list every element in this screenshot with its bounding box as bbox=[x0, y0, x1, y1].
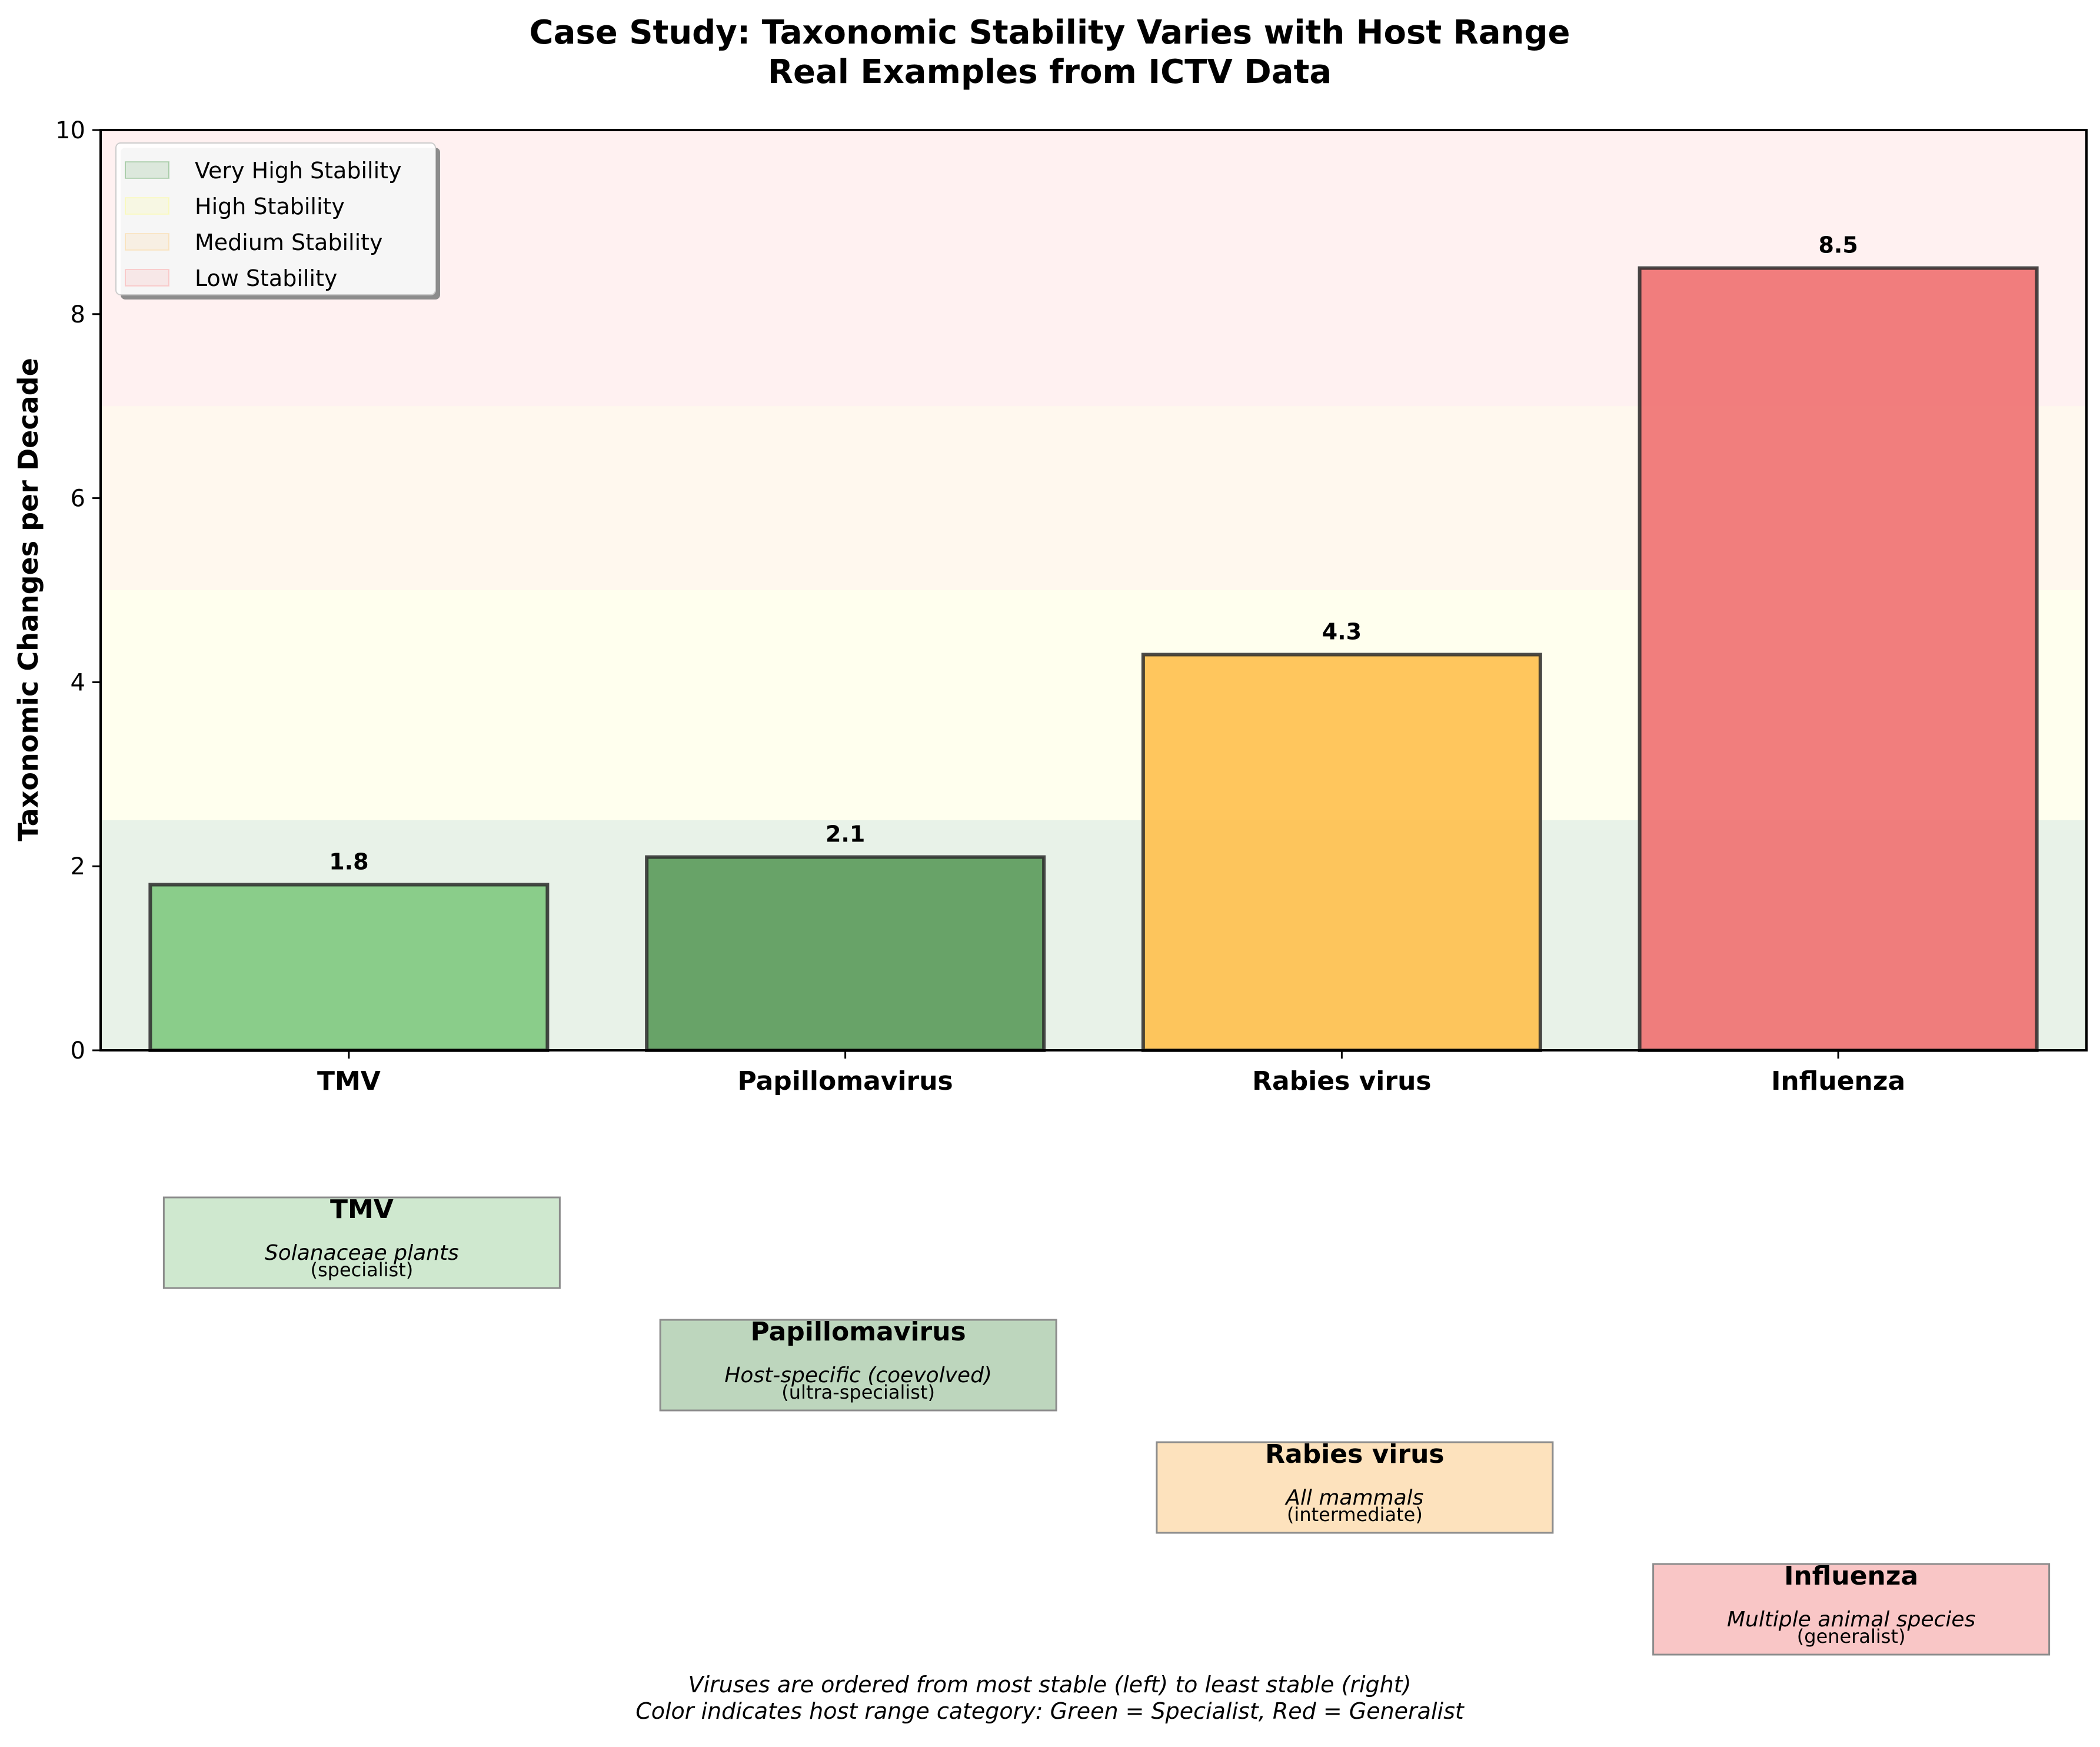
host-box-host-2: All mammals bbox=[1284, 1486, 1423, 1510]
x-tick-label-3: Influenza bbox=[1771, 1066, 1905, 1096]
legend-label-3: Low Stability bbox=[195, 265, 337, 291]
host-box-1 bbox=[659, 1319, 1057, 1412]
value-label-3: 8.5 bbox=[1818, 232, 1858, 258]
bar-2 bbox=[1141, 653, 1542, 1052]
bar-0 bbox=[148, 883, 550, 1052]
y-tick-label-0: 0 bbox=[71, 1037, 85, 1064]
host-box-0 bbox=[162, 1196, 561, 1289]
host-box-host-1: Host-specific (coevolved) bbox=[724, 1363, 992, 1387]
y-tick-label-2: 4 bbox=[71, 669, 85, 696]
legend-box bbox=[115, 142, 436, 295]
value-labels: 1.8 2.1 4.3 8.5 bbox=[329, 232, 1858, 875]
y-tick-label-3: 6 bbox=[71, 485, 85, 513]
host-box-2 bbox=[1156, 1441, 1554, 1534]
chart-subtitle: Real Examples from ICTV Data bbox=[768, 53, 1332, 91]
legend: Very High Stability High Stability Medium … bbox=[115, 142, 440, 300]
host-box-category-2: (intermediate) bbox=[1287, 1503, 1423, 1526]
y-tick-label-5: 10 bbox=[55, 117, 85, 144]
chart-title: Case Study: Taxonomic Stability Varies w… bbox=[530, 14, 1570, 52]
host-box-name-1: Papillomavirus bbox=[751, 1317, 966, 1347]
value-label-0: 1.8 bbox=[329, 848, 368, 874]
y-tick-label-1: 2 bbox=[71, 853, 85, 880]
y-axis-label: Taxonomic Changes per Decade bbox=[12, 358, 44, 841]
legend-swatch-3 bbox=[125, 269, 169, 287]
x-tick-label-1: Papillomavirus bbox=[738, 1066, 953, 1096]
x-axis: TMV Papillomavirus Rabies virus Influenza bbox=[317, 1050, 1905, 1096]
host-box-category-1: (ultra-specialist) bbox=[781, 1381, 935, 1403]
host-box-category-0: (specialist) bbox=[311, 1259, 414, 1281]
x-tick-label-0: TMV bbox=[317, 1066, 381, 1096]
footnote-line-2: Color indicates host range category: Gre… bbox=[635, 1698, 1465, 1724]
legend-swatch-0 bbox=[125, 161, 169, 179]
legend-label-2: Medium Stability bbox=[195, 229, 383, 255]
host-box-host-0: Solanaceae plants bbox=[265, 1241, 459, 1265]
bars bbox=[148, 266, 2039, 1053]
legend-swatch-1 bbox=[125, 197, 169, 215]
legend-label-1: High Stability bbox=[195, 194, 345, 219]
y-axis: 0 2 4 6 8 10 bbox=[55, 117, 101, 1064]
host-box-name-0: TMV bbox=[330, 1194, 394, 1224]
host-box-category-3: (generalist) bbox=[1797, 1625, 1906, 1648]
legend-swatch-2 bbox=[125, 233, 169, 251]
host-box-name-3: Influenza bbox=[1784, 1561, 1918, 1591]
host-range-boxes: TMV Solanaceae plants(specialist) Papillom… bbox=[162, 1194, 2051, 1656]
host-box-3 bbox=[1652, 1563, 2051, 1656]
bar-3 bbox=[1638, 266, 2039, 1053]
host-box-name-2: Rabies virus bbox=[1265, 1439, 1444, 1469]
y-tick-label-4: 8 bbox=[71, 301, 85, 328]
value-label-1: 2.1 bbox=[826, 821, 865, 847]
x-tick-label-2: Rabies virus bbox=[1252, 1066, 1431, 1096]
plot-frame bbox=[99, 129, 2088, 1051]
host-box-host-3: Multiple animal species bbox=[1727, 1608, 1975, 1632]
footnote-line-1: Viruses are ordered from most stable (le… bbox=[688, 1672, 1412, 1698]
bar-1 bbox=[645, 855, 1046, 1053]
legend-label-0: Very High Stability bbox=[195, 158, 402, 184]
value-label-2: 4.3 bbox=[1322, 618, 1362, 644]
